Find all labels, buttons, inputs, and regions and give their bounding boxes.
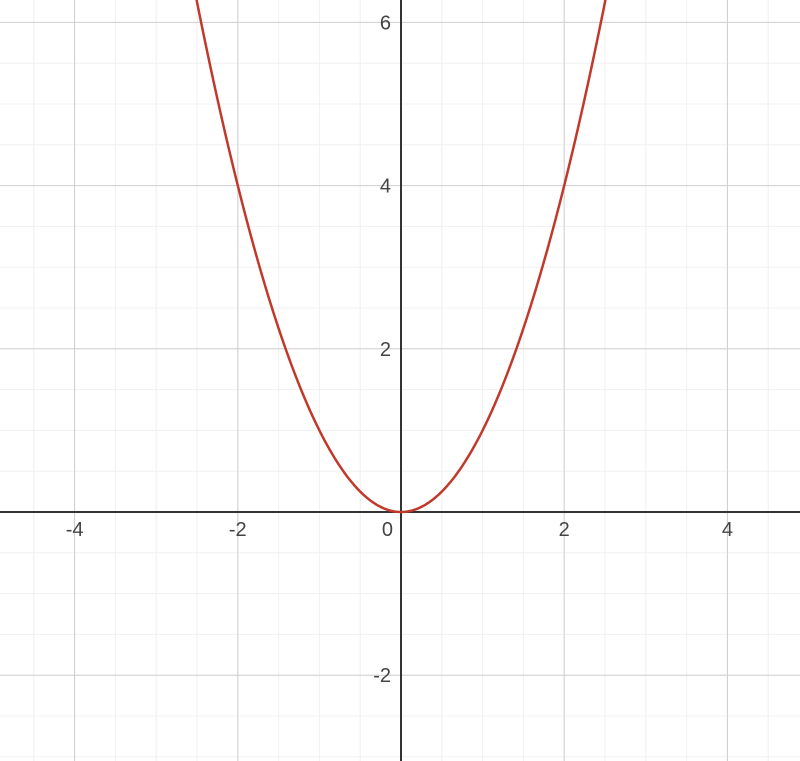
x-tick-label: -4 [66,519,84,541]
parabola-chart: -4 -2 0 2 4 -2 2 4 6 [0,0,800,761]
x-tick-label: 0 [382,519,393,541]
y-tick-label: 6 [380,12,391,34]
x-tick-label: 4 [722,519,733,541]
y-tick-label: 4 [380,176,391,198]
y-tick-label: 2 [380,339,391,361]
x-tick-label: 2 [559,519,570,541]
y-tick-label: -2 [373,665,391,687]
x-tick-label: -2 [229,519,247,541]
